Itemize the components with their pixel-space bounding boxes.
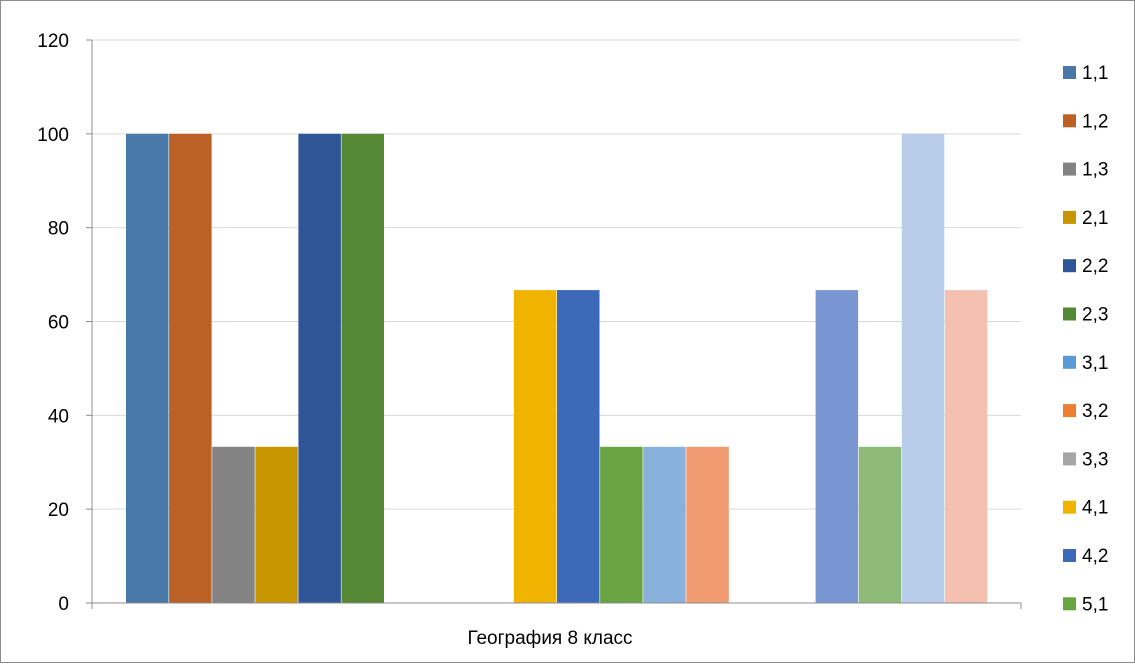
bar — [169, 133, 212, 604]
legend-label: 3,3 — [1082, 449, 1108, 470]
legend-label: 2,3 — [1082, 305, 1108, 326]
legend-swatch — [1063, 404, 1076, 418]
legend: 1,1 1,2 1,3 2,1 2,2 2,3 3,1 3,2 3,3 4,1 4,2 5,1 — [1063, 63, 1108, 615]
legend-swatch — [1063, 259, 1076, 273]
axes — [91, 40, 1022, 609]
bar — [901, 133, 945, 604]
legend-swatch — [1063, 355, 1076, 369]
bar — [126, 133, 169, 604]
bars — [126, 133, 988, 604]
legend-swatch — [1063, 597, 1076, 611]
y-tick-label: 80 — [48, 219, 69, 240]
legend-label: 1,3 — [1082, 160, 1108, 181]
y-tick-label: 40 — [48, 406, 69, 427]
legend-label: 4,1 — [1082, 498, 1108, 519]
legend-label: 1,1 — [1082, 63, 1108, 84]
bar — [944, 290, 988, 603]
x-axis-label: География 8 класс — [467, 628, 632, 649]
y-tick-label: 0 — [58, 594, 69, 615]
legend-swatch — [1063, 114, 1076, 128]
bar — [513, 290, 557, 603]
bar — [212, 446, 255, 603]
legend-swatch — [1063, 452, 1076, 466]
bar — [686, 446, 729, 603]
bar — [557, 290, 600, 603]
legend-label: 4,2 — [1082, 546, 1108, 567]
y-tick-label: 60 — [48, 313, 69, 334]
legend-swatch — [1063, 66, 1076, 79]
bar — [341, 133, 384, 604]
legend-swatch — [1063, 500, 1076, 514]
y-tick-labels: 0 20 40 60 80 100 120 — [37, 31, 69, 615]
legend-swatch — [1063, 210, 1076, 224]
bar — [298, 133, 341, 604]
legend-swatch — [1063, 307, 1076, 321]
y-tick-label: 20 — [48, 500, 69, 521]
bar — [858, 446, 902, 603]
bar — [643, 446, 686, 603]
legend-swatch — [1063, 549, 1076, 562]
y-tick-label: 100 — [37, 125, 69, 146]
y-tick-label: 120 — [37, 31, 69, 52]
legend-label: 3,1 — [1082, 353, 1108, 374]
bar — [600, 446, 643, 603]
legend-label: 1,2 — [1082, 111, 1108, 132]
legend-label: 2,1 — [1082, 208, 1108, 229]
legend-swatch — [1063, 162, 1076, 176]
legend-label: 5,1 — [1082, 594, 1108, 615]
legend-label: 2,2 — [1082, 256, 1108, 277]
bar — [255, 446, 298, 603]
legend-label: 3,2 — [1082, 401, 1108, 422]
bar — [815, 290, 859, 603]
